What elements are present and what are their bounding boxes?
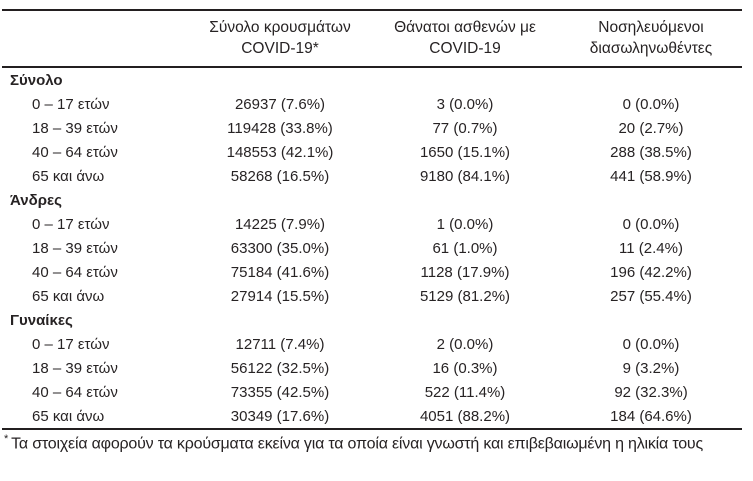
col-header-cases-line1: Σύνολο κρουσμάτων [209,19,351,36]
age-label: 40 – 64 ετών [32,263,118,281]
age-label: 18 – 39 ετών [32,359,118,377]
age-label: 0 – 17 ετών [32,215,110,233]
col-header-intubated: Νοσηλευόμενοι διασωληνωθέντες [560,10,742,68]
deaths-value: 1 (0.0%) [436,215,494,233]
deaths-value: 4051 (88.2%) [419,407,511,425]
cases-value: 148553 (42.1%) [226,143,334,161]
intubated-value: 92 (32.3%) [614,383,688,401]
intubated-value: 441 (58.9%) [610,167,692,185]
deaths-value: 16 (0.3%) [432,359,498,377]
col-header-intubated-line2: διασωληνωθέντες [589,40,713,57]
deaths-value: 9180 (84.1%) [419,167,511,185]
intubated-value: 9 (3.2%) [622,359,680,377]
col-header-deaths-line2: COVID-19 [429,40,501,57]
col-header-empty [2,10,190,68]
cases-value: 73355 (42.5%) [230,383,330,401]
age-label: 65 και άνω [32,167,105,185]
cases-value: 63300 (35.0%) [230,239,330,257]
age-label: 40 – 64 ετών [32,143,118,161]
intubated-value: 0 (0.0%) [622,215,680,233]
table-header: Σύνολο κρουσμάτων COVID-19* Θάνατοι ασθε… [2,10,742,68]
cases-value: 27914 (15.5%) [230,287,330,305]
deaths-value: 1128 (17.9%) [420,263,510,281]
table-row: 40 – 64 ετών 148553 (42.1%) 1650 (15.1%)… [2,140,742,164]
table-row: 0 – 17 ετών 12711 (7.4%) 2 (0.0%) 0 (0.0… [2,332,742,356]
section-row-men: Άνδρες [2,188,742,212]
age-label: 40 – 64 ετών [32,383,118,401]
section-row-total: Σύνολο [2,67,742,92]
table-row: 0 – 17 ετών 26937 (7.6%) 3 (0.0%) 0 (0.0… [2,92,742,116]
cases-value: 56122 (32.5%) [230,359,330,377]
intubated-value: 11 (2.4%) [619,239,683,257]
intubated-value: 184 (64.6%) [610,407,692,425]
age-label: 18 – 39 ετών [32,119,118,137]
table-row: 65 και άνω 58268 (16.5%) 9180 (84.1%) 44… [2,164,742,188]
cases-value: 75184 (41.6%) [230,263,330,281]
table-row: 40 – 64 ετών 73355 (42.5%) 522 (11.4%) 9… [2,380,742,404]
deaths-value: 1650 (15.1%) [419,143,511,161]
cases-value: 30349 (17.6%) [230,407,330,425]
col-header-cases-line2: COVID-19* [241,40,319,57]
intubated-value: 196 (42.2%) [610,263,692,281]
cases-value: 12711 (7.4%) [235,335,325,353]
footnote-asterisk: * [4,433,9,445]
table-row: 40 – 64 ετών 75184 (41.6%) 1128 (17.9%) … [2,260,742,284]
intubated-value: 0 (0.0%) [622,335,680,353]
table-body: Σύνολο 0 – 17 ετών 26937 (7.6%) 3 (0.0%)… [2,67,742,429]
table-row: 18 – 39 ετών 119428 (33.8%) 77 (0.7%) 20… [2,116,742,140]
footnote: * Τα στοιχεία αφορούν τα κρούσματα εκείνα… [4,433,744,453]
intubated-value: 20 (2.7%) [618,119,684,137]
table-row: 0 – 17 ετών 14225 (7.9%) 1 (0.0%) 0 (0.0… [2,212,742,236]
col-header-cases: Σύνολο κρουσμάτων COVID-19* [190,10,370,68]
age-label: 65 και άνω [32,287,105,305]
cases-value: 119428 (33.8%) [227,119,333,137]
cases-value: 58268 (16.5%) [230,167,330,185]
deaths-value: 5129 (81.2%) [419,287,511,305]
table-row: 18 – 39 ετών 63300 (35.0%) 61 (1.0%) 11 … [2,236,742,260]
table-row: 65 και άνω 30349 (17.6%) 4051 (88.2%) 18… [2,404,742,429]
section-title-total: Σύνολο [10,71,63,89]
table-row: 18 – 39 ετών 56122 (32.5%) 16 (0.3%) 9 (… [2,356,742,380]
table-header-row: Σύνολο κρουσμάτων COVID-19* Θάνατοι ασθε… [2,10,742,68]
col-header-deaths-line1: Θάνατοι ασθενών με [394,19,536,36]
section-title-men: Άνδρες [10,191,62,209]
cases-value: 14225 (7.9%) [234,215,326,233]
section-title-women: Γυναίκες [10,311,73,329]
intubated-value: 257 (55.4%) [610,287,692,305]
intubated-value: 0 (0.0%) [622,95,680,113]
table-row: 65 και άνω 27914 (15.5%) 5129 (81.2%) 25… [2,284,742,308]
footnote-text: Τα στοιχεία αφορούν τα κρούσματα εκείνα … [11,435,703,453]
age-label: 0 – 17 ετών [32,95,110,113]
deaths-value: 61 (1.0%) [432,239,498,257]
col-header-deaths: Θάνατοι ασθενών με COVID-19 [370,10,560,68]
deaths-value: 3 (0.0%) [436,95,494,113]
intubated-value: 288 (38.5%) [610,143,692,161]
age-label: 18 – 39 ετών [32,239,118,257]
section-row-women: Γυναίκες [2,308,742,332]
deaths-value: 522 (11.4%) [424,383,506,401]
covid-age-sex-table: Σύνολο κρουσμάτων COVID-19* Θάνατοι ασθε… [2,9,742,430]
cases-value: 26937 (7.6%) [234,95,326,113]
col-header-intubated-line1: Νοσηλευόμενοι [598,19,704,36]
deaths-value: 77 (0.7%) [432,119,498,137]
deaths-value: 2 (0.0%) [436,335,494,353]
age-label: 65 και άνω [32,407,105,425]
age-label: 0 – 17 ετών [32,335,110,353]
